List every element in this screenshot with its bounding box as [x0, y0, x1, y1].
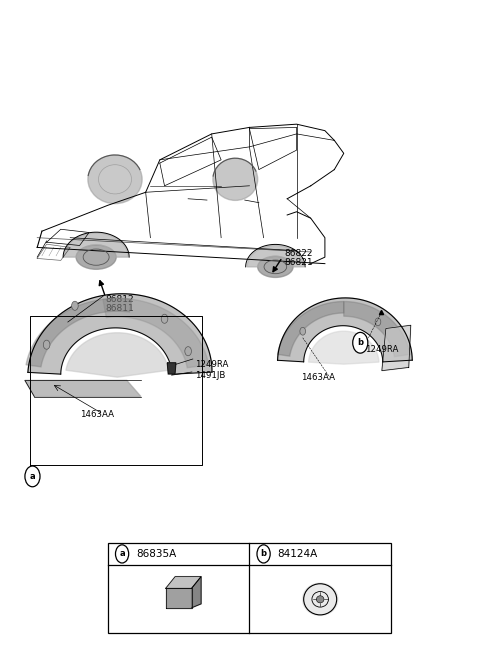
Bar [108, 543, 391, 633]
Text: a: a [30, 472, 35, 481]
Circle shape [43, 340, 50, 350]
Text: 86812: 86812 [106, 295, 134, 304]
Polygon shape [66, 333, 169, 377]
Polygon shape [309, 331, 379, 364]
Ellipse shape [98, 165, 132, 194]
Polygon shape [168, 363, 176, 374]
Polygon shape [277, 298, 412, 362]
Circle shape [353, 332, 368, 353]
Polygon shape [64, 233, 128, 257]
Polygon shape [382, 325, 411, 371]
Text: 1249RA: 1249RA [195, 359, 228, 369]
Circle shape [25, 466, 40, 487]
Text: 1491JB: 1491JB [195, 371, 226, 380]
Ellipse shape [258, 256, 293, 277]
Text: 86835A: 86835A [136, 549, 177, 559]
Circle shape [185, 347, 192, 355]
Text: b: b [357, 338, 363, 348]
Circle shape [161, 314, 168, 323]
Ellipse shape [316, 596, 324, 603]
Text: 86821: 86821 [285, 258, 313, 267]
Polygon shape [192, 577, 201, 608]
Polygon shape [247, 246, 304, 267]
Circle shape [300, 327, 306, 335]
Text: 1463AA: 1463AA [301, 373, 336, 382]
Text: 1463AA: 1463AA [80, 409, 114, 419]
Circle shape [257, 545, 270, 563]
Polygon shape [166, 577, 201, 588]
Polygon shape [28, 294, 212, 374]
Text: b: b [261, 549, 266, 558]
Polygon shape [277, 302, 344, 356]
Ellipse shape [213, 158, 258, 200]
Ellipse shape [302, 583, 338, 616]
Ellipse shape [88, 155, 142, 204]
Polygon shape [25, 380, 141, 397]
Ellipse shape [76, 245, 116, 269]
Circle shape [375, 318, 381, 326]
Text: 84124A: 84124A [278, 549, 318, 559]
Text: 86822: 86822 [285, 250, 313, 258]
Text: 86811: 86811 [106, 304, 134, 313]
Polygon shape [26, 298, 132, 367]
Circle shape [72, 302, 78, 310]
Circle shape [116, 545, 129, 563]
Text: a: a [119, 549, 125, 558]
Text: 1249RA: 1249RA [365, 345, 398, 353]
Polygon shape [166, 588, 192, 608]
Polygon shape [344, 302, 410, 357]
Polygon shape [103, 298, 209, 368]
